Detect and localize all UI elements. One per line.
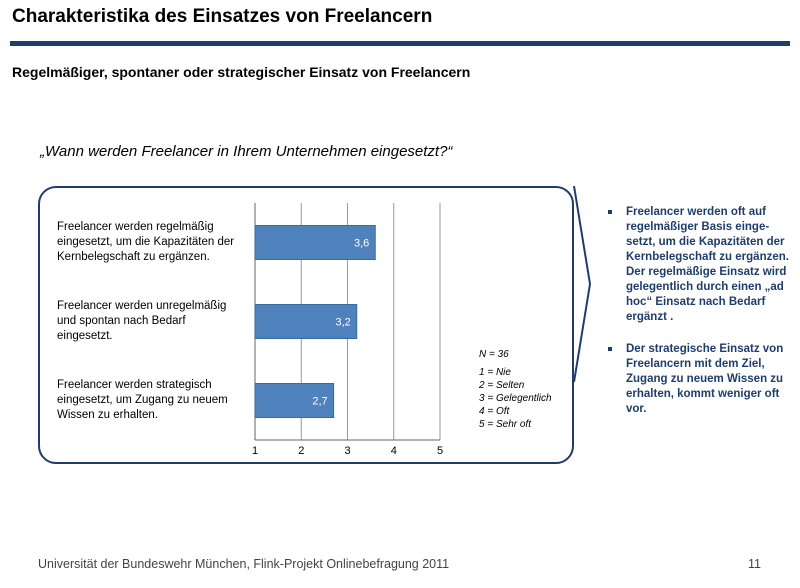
bullet-square-icon (608, 210, 612, 214)
legend-item: 2 = Selten (479, 380, 525, 391)
findings-list: Freelancer werden oft auf regelmäßiger B… (604, 205, 790, 434)
category-label: Freelancer werden unregelmäßig und sponta… (57, 299, 226, 344)
category-label-line: eingesetzt. (57, 330, 113, 342)
finding-text: Der strategische Einsatz von Freelancern… (626, 343, 784, 415)
category-label-line: Freelancer werden strategisch (57, 379, 212, 391)
bar-chart: 1 2 3 4 5 3,6 3,2 2,7 (252, 203, 443, 457)
x-tick-label: 1 (252, 445, 258, 457)
footer-text: Universität der Bundeswehr München, Flin… (38, 557, 450, 571)
category-label-line: Freelancer werden unregelmäßig (57, 300, 227, 312)
category-label: Freelancer werden strategisch eingesetzt,… (57, 378, 228, 423)
legend-item: 5 = Sehr oft (479, 419, 531, 430)
legend-item: 4 = Oft (479, 406, 510, 417)
bar-value-label: 3,2 (335, 317, 350, 329)
finding-text: Freelancer werden oft auf regelmäßiger B… (626, 206, 789, 323)
category-label-line: Freelancer werden regelmäßig (57, 221, 214, 233)
category-label-line: Wissen zu erhalten. (57, 409, 158, 421)
legend-item: 3 = Gelegentlich (479, 393, 552, 404)
x-tick-label: 2 (298, 445, 304, 457)
category-label-line: und spontan nach Bedarf (57, 315, 186, 327)
bar (254, 225, 376, 260)
page-number: 11 (748, 557, 761, 571)
bullet-square-icon (608, 347, 612, 351)
finding-item: Freelancer werden oft auf regelmäßiger B… (604, 205, 790, 325)
chart-legend: N = 36 1 = Nie 2 = Selten 3 = Gelegentli… (479, 348, 552, 431)
survey-question: „Wann werden Freelancer in Ihrem Unterne… (40, 143, 453, 160)
category-label: Freelancer werden regelmäßig eingesetzt, … (57, 220, 234, 265)
title-rule (10, 41, 790, 46)
arrow-pointer-icon (573, 185, 591, 383)
category-label-line: eingesetzt, um Zugang zu neuem (57, 394, 228, 406)
bar (254, 304, 358, 339)
bar (254, 383, 335, 418)
category-label-line: eingesetzt, um die Kapazitäten der (57, 236, 235, 248)
sample-size: N = 36 (479, 349, 509, 360)
legend-item: 1 = Nie (479, 367, 511, 378)
x-tick-label: 4 (391, 445, 397, 457)
finding-item: Der strategische Einsatz von Freelancern… (604, 342, 790, 417)
page-title: Charakteristika des Einsatzes von Freela… (12, 6, 433, 27)
category-label-line: Kernbelegschaft zu ergänzen. (57, 251, 210, 263)
x-tick-label: 3 (344, 445, 350, 457)
bar-value-label: 3,6 (354, 238, 369, 250)
bar-value-label: 2,7 (312, 396, 327, 408)
x-tick-label: 5 (437, 445, 443, 457)
page-subtitle: Regelmäßiger, spontaner oder strategisch… (12, 64, 471, 80)
